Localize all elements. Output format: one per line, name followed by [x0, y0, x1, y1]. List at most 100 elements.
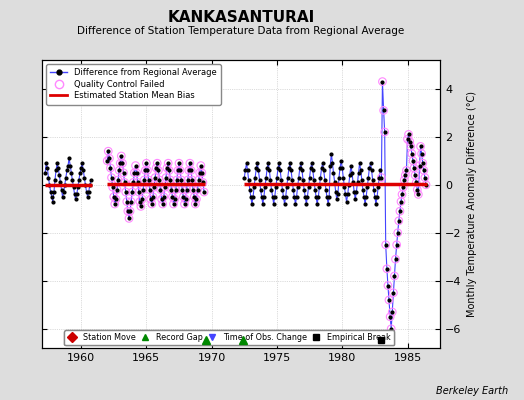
Point	[405, 131, 413, 138]
Point	[191, 201, 200, 207]
Point	[292, 194, 301, 200]
Point	[394, 230, 402, 236]
Point	[308, 160, 316, 166]
Point	[110, 194, 118, 200]
Point	[74, 184, 82, 190]
Point	[58, 194, 67, 200]
Point	[63, 167, 71, 174]
Point	[150, 184, 158, 190]
Point	[342, 198, 351, 205]
Point	[279, 194, 288, 200]
Point	[249, 194, 257, 200]
Point	[390, 273, 399, 279]
Point	[145, 177, 153, 183]
Point	[43, 165, 51, 171]
Point	[264, 160, 272, 166]
Point	[314, 194, 323, 200]
Point	[355, 160, 364, 166]
Point	[45, 182, 53, 188]
Point	[124, 208, 132, 214]
Point	[378, 78, 387, 85]
Point	[137, 203, 145, 210]
Point	[180, 201, 189, 207]
Point	[200, 189, 208, 195]
Point	[299, 177, 307, 183]
Point	[81, 182, 90, 188]
Point	[106, 165, 115, 171]
Point	[110, 194, 118, 200]
Point	[422, 182, 430, 188]
Point	[185, 160, 194, 166]
Point	[71, 196, 80, 202]
Point	[133, 170, 141, 176]
Point	[61, 182, 69, 188]
Point	[176, 167, 184, 174]
Point	[156, 186, 165, 193]
Point	[123, 198, 131, 205]
Point	[368, 177, 377, 183]
Point	[312, 194, 320, 200]
Point	[378, 78, 387, 85]
Point	[387, 326, 396, 332]
Point	[395, 218, 403, 224]
Point	[420, 167, 428, 174]
Point	[157, 196, 166, 202]
Point	[377, 174, 386, 181]
Point	[111, 201, 119, 207]
Point	[320, 167, 328, 174]
Point	[421, 174, 429, 181]
Point	[334, 191, 342, 198]
Point	[151, 174, 159, 181]
Text: Difference of Station Temperature Data from Regional Average: Difference of Station Temperature Data f…	[78, 26, 405, 36]
Point	[375, 174, 384, 181]
Point	[126, 208, 134, 214]
Point	[105, 155, 114, 162]
Point	[270, 194, 279, 200]
Point	[67, 170, 75, 176]
Point	[193, 186, 202, 193]
Point	[175, 160, 183, 166]
Point	[132, 162, 140, 169]
Point	[329, 170, 337, 176]
Point	[118, 160, 127, 166]
Point	[154, 167, 162, 174]
Point	[362, 194, 370, 200]
Text: Berkeley Earth: Berkeley Earth	[436, 386, 508, 396]
Point	[340, 184, 348, 190]
Point	[136, 198, 144, 205]
Point	[288, 177, 297, 183]
Point	[64, 162, 72, 169]
Point	[289, 186, 298, 193]
Point	[121, 179, 129, 186]
Point	[412, 179, 420, 186]
Point	[276, 167, 285, 174]
Point	[407, 143, 415, 150]
Point	[104, 148, 113, 154]
Point	[149, 194, 157, 200]
Point	[241, 167, 249, 174]
Point	[321, 177, 329, 183]
Point	[265, 167, 274, 174]
Point	[169, 201, 178, 207]
Point	[377, 174, 386, 181]
Point	[282, 184, 291, 190]
Point	[356, 167, 365, 174]
Point	[274, 165, 282, 171]
Point	[199, 179, 207, 186]
Point	[165, 167, 173, 174]
Point	[300, 186, 308, 193]
Point	[294, 174, 303, 181]
Point	[345, 182, 353, 188]
Point	[248, 201, 256, 207]
Point	[338, 165, 346, 171]
Point	[77, 165, 85, 171]
Point	[178, 186, 187, 193]
Point	[366, 160, 375, 166]
Point	[358, 186, 367, 193]
Point	[376, 167, 385, 174]
Point	[327, 150, 335, 157]
Point	[261, 184, 269, 190]
Point	[143, 167, 151, 174]
Point	[297, 160, 305, 166]
Point	[48, 194, 56, 200]
